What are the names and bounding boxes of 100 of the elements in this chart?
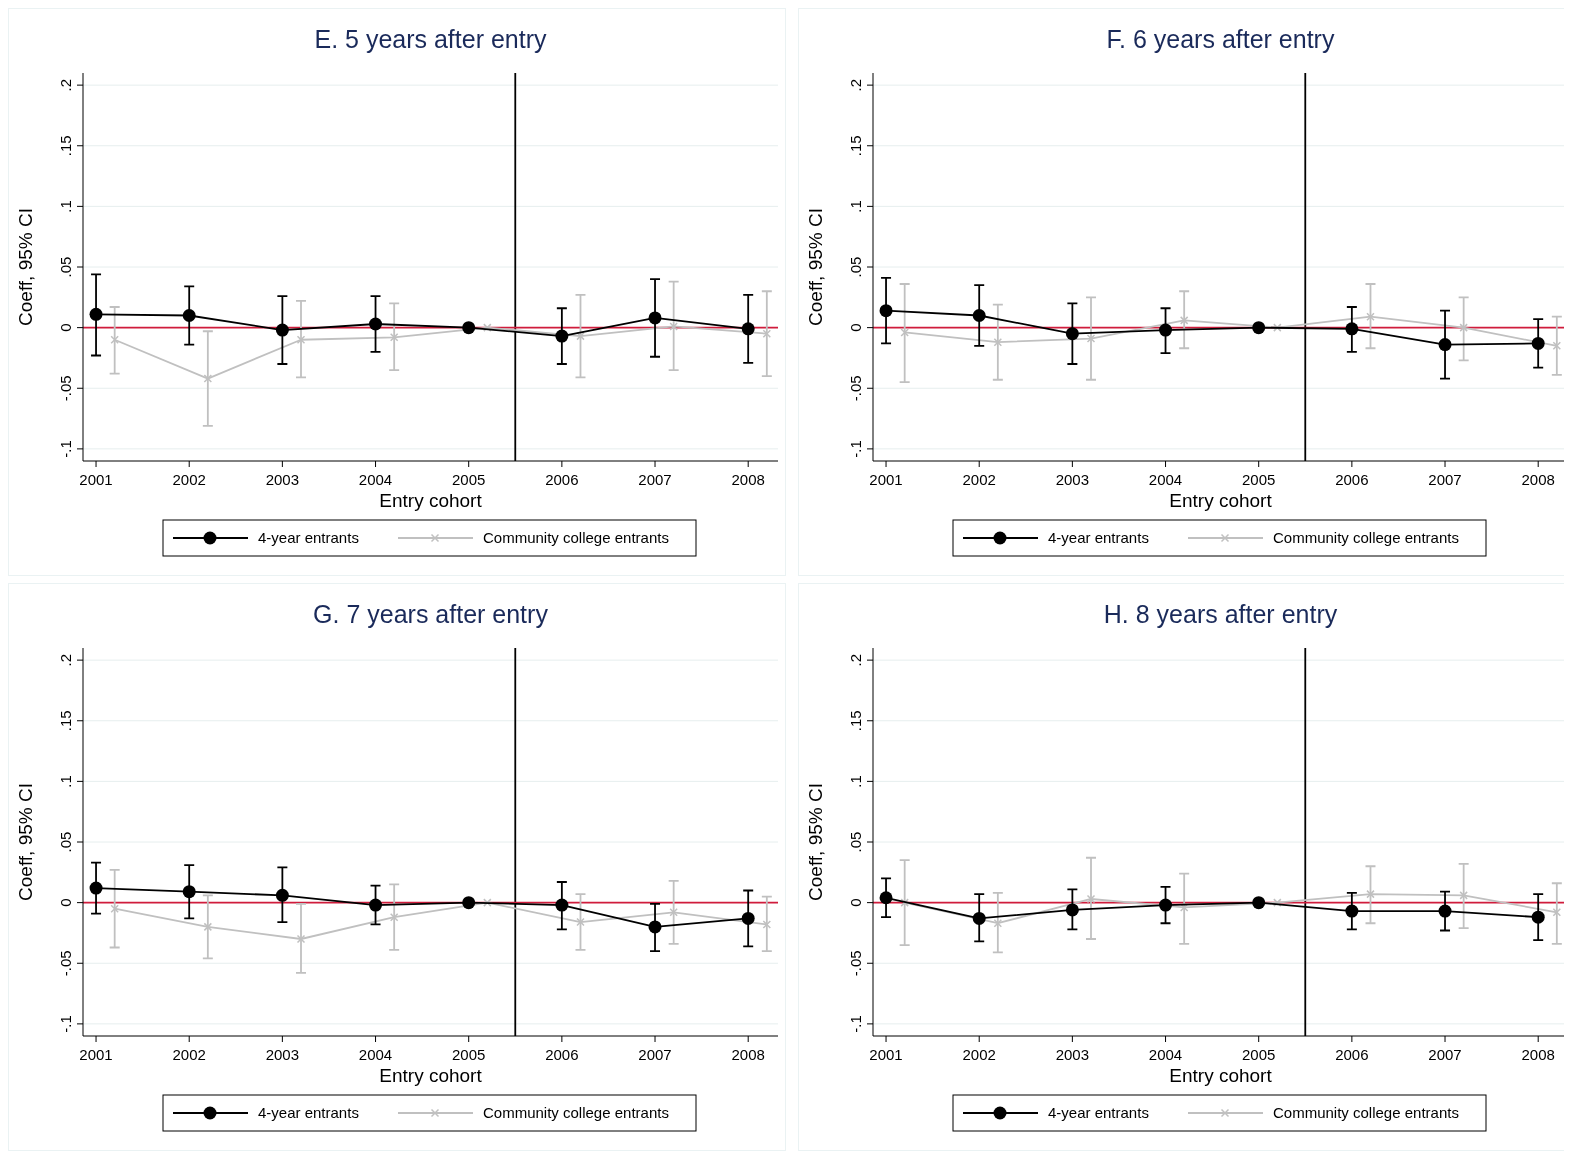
x-tick-label: 2007 (1428, 1046, 1462, 1063)
x-tick-label: 2001 (79, 1046, 113, 1063)
point (669, 908, 678, 917)
point (972, 309, 986, 322)
point (462, 321, 476, 335)
y-axis-title: Coeff, 95% CI (805, 208, 826, 326)
x-tick-label: 2007 (1428, 471, 1462, 488)
chart-title: G. 7 years after entry (313, 600, 549, 628)
legend-label: Community college entrants (483, 529, 669, 546)
legend-label: 4-year entrants (258, 1104, 359, 1121)
y-tick-label: .05 (57, 831, 74, 853)
point (1438, 338, 1452, 352)
x-tick-label: 2002 (172, 1046, 206, 1063)
x-axis-title: Entry cohort (379, 1065, 483, 1086)
point (110, 335, 119, 344)
y-tick-label: 0 (57, 898, 74, 907)
point (182, 309, 196, 322)
x-tick-label: 2007 (638, 1046, 672, 1063)
point (1366, 889, 1375, 899)
point (1531, 336, 1545, 350)
point (1366, 312, 1375, 321)
y-tick-label: .1 (847, 200, 864, 213)
legend-label: Community college entrants (483, 1104, 669, 1121)
y-tick-label: .2 (57, 78, 74, 92)
point (879, 891, 893, 905)
y-tick-label: .1 (847, 775, 864, 788)
point (1179, 316, 1189, 325)
x-tick-label: 2006 (545, 1046, 579, 1063)
y-tick-label: .05 (57, 256, 74, 278)
point (389, 333, 399, 342)
x-tick-label: 2003 (265, 471, 300, 488)
y-axis-title: Coeff, 95% CI (805, 783, 826, 901)
point (648, 311, 662, 325)
x-tick-label: 2005 (452, 471, 486, 488)
legend-label: Community college entrants (1273, 529, 1459, 546)
chart-title: F. 6 years after entry (1106, 25, 1335, 53)
y-axis-title: Coeff, 95% CI (15, 783, 36, 901)
point (110, 904, 119, 913)
x-tick-label: 2001 (869, 471, 903, 488)
x-axis-title: Entry cohort (379, 490, 483, 511)
chart-title: E. 5 years after entry (314, 25, 548, 53)
legend-label: Community college entrants (1273, 1104, 1459, 1121)
point (576, 331, 585, 341)
point (182, 885, 196, 899)
y-tick-label: .05 (847, 831, 864, 853)
x-tick-label: 2003 (265, 1046, 300, 1063)
x-tick-label: 2008 (731, 471, 765, 488)
y-tick-label: .2 (57, 653, 74, 667)
y-tick-label: .1 (57, 775, 74, 788)
y-tick-label: .15 (847, 135, 864, 157)
point (1065, 903, 1079, 917)
x-tick-label: 2004 (358, 471, 393, 488)
point (555, 329, 569, 343)
x-tick-label: 2005 (1242, 471, 1276, 488)
x-tick-label: 2008 (1521, 1046, 1555, 1063)
x-tick-label: 2002 (962, 1046, 996, 1063)
point (369, 317, 383, 331)
point (900, 898, 909, 907)
point (389, 912, 399, 922)
x-tick-label: 2006 (1335, 1046, 1369, 1063)
x-tick-label: 2001 (79, 471, 113, 488)
point (1086, 894, 1096, 904)
x-tick-label: 2007 (638, 471, 672, 488)
point (669, 322, 678, 331)
point (203, 374, 213, 383)
point (462, 896, 476, 910)
x-tick-label: 2006 (545, 471, 579, 488)
point (555, 898, 569, 912)
y-tick-label: .2 (847, 78, 864, 92)
legend-label: 4-year entrants (1048, 529, 1149, 546)
y-tick-label: -.05 (57, 950, 74, 977)
point (1459, 323, 1468, 332)
y-tick-label: -.05 (57, 375, 74, 402)
point (1273, 898, 1282, 907)
point (296, 335, 306, 344)
point (993, 918, 1003, 928)
point (1552, 341, 1562, 351)
x-tick-label: 2001 (869, 1046, 903, 1063)
y-tick-label: 0 (57, 323, 74, 332)
x-tick-label: 2005 (452, 1046, 486, 1063)
x-tick-label: 2008 (1521, 471, 1555, 488)
point (369, 898, 383, 912)
point (1345, 322, 1359, 336)
y-axis-title: Coeff, 95% CI (15, 208, 36, 326)
point (762, 329, 772, 338)
y-tick-label: .1 (57, 200, 74, 213)
point (576, 917, 585, 927)
point (1345, 904, 1359, 918)
y-tick-label: .2 (847, 653, 864, 667)
point (993, 337, 1003, 347)
point (1531, 910, 1545, 924)
x-axis-title: Entry cohort (1169, 490, 1273, 511)
y-tick-label: -.1 (57, 440, 74, 458)
point (1159, 323, 1173, 337)
point (1552, 908, 1562, 917)
point (741, 911, 755, 925)
x-tick-label: 2005 (1242, 1046, 1276, 1063)
chart-title: H. 8 years after entry (1103, 600, 1338, 628)
point (1086, 334, 1096, 343)
point (1273, 323, 1282, 332)
